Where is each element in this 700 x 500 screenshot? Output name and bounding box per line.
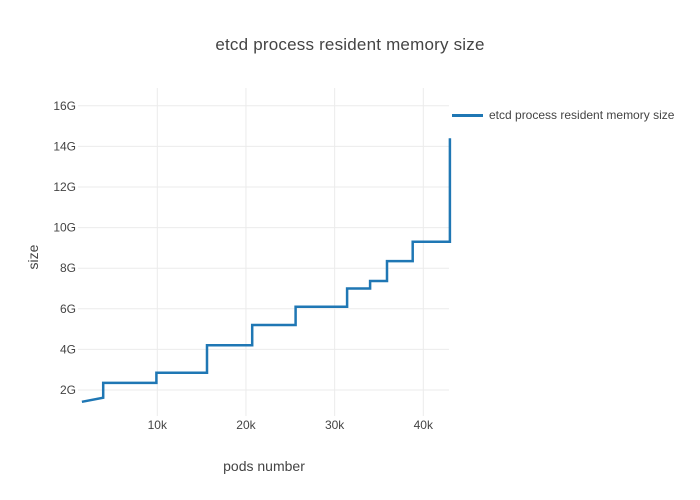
y-tick-label: 8G <box>60 261 76 275</box>
y-tick-label: 12G <box>53 180 76 194</box>
x-axis-title: pods number <box>223 458 305 474</box>
x-tick-label: 20k <box>236 418 256 432</box>
x-tick-label: 10k <box>148 418 168 432</box>
series-line[interactable] <box>81 138 452 404</box>
y-axis-title: size <box>25 244 41 270</box>
x-tick-label: 40k <box>414 418 434 432</box>
legend-label[interactable]: etcd process resident memory size <box>489 108 675 122</box>
chart-title: etcd process resident memory size <box>215 35 485 54</box>
y-tick-label: 10G <box>53 221 76 235</box>
x-tick-label: 30k <box>325 418 345 432</box>
y-tick-label: 4G <box>60 342 76 356</box>
y-tick-label: 16G <box>53 99 76 113</box>
y-tick-label: 14G <box>53 139 76 153</box>
y-tick-label: 2G <box>60 383 76 397</box>
y-tick-label: 6G <box>60 302 76 316</box>
legend-line-sample <box>452 113 483 117</box>
legend[interactable]: etcd process resident memory size <box>452 108 674 122</box>
